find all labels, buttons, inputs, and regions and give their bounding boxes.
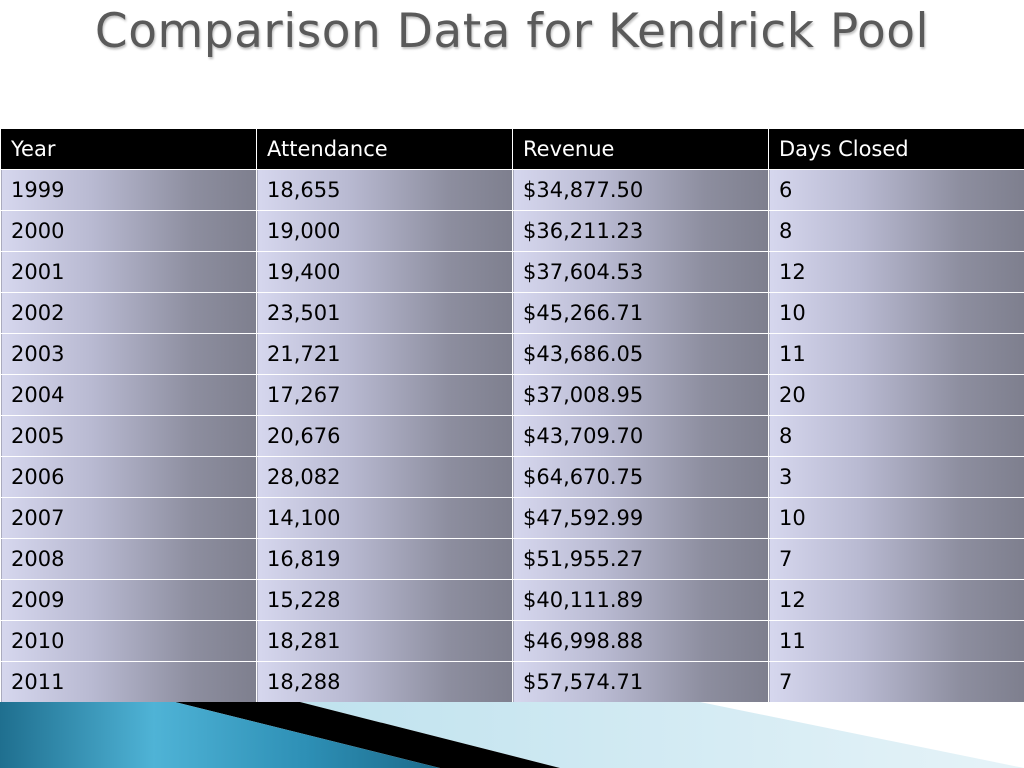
cell-attendance: 18,655 [256,169,513,211]
cell-year: 2008 [0,538,257,580]
table-row: 2007 14,100 $47,592.99 10 [0,497,1024,539]
cell-year: 2005 [0,415,257,457]
table-row: 2003 21,721 $43,686.05 11 [0,333,1024,375]
cell-attendance: 14,100 [256,497,513,539]
blue-stripe [0,702,440,768]
cell-attendance: 23,501 [256,292,513,334]
header-attendance: Attendance [256,128,513,170]
cell-days-closed: 3 [768,456,1024,498]
cell-attendance: 28,082 [256,456,513,498]
cell-revenue: $36,211.23 [512,210,769,252]
cell-revenue: $47,592.99 [512,497,769,539]
cell-revenue: $51,955.27 [512,538,769,580]
cell-year: 2002 [0,292,257,334]
table-row: 2005 20,676 $43,709.70 8 [0,415,1024,457]
table-row: 2010 18,281 $46,998.88 11 [0,620,1024,662]
light-blue-stripe [300,702,1024,768]
cell-attendance: 19,000 [256,210,513,252]
cell-attendance: 18,281 [256,620,513,662]
cell-revenue: $64,670.75 [512,456,769,498]
cell-days-closed: 12 [768,251,1024,293]
cell-year: 2003 [0,333,257,375]
header-year: Year [0,128,257,170]
table-row: 2011 18,288 $57,574.71 7 [0,661,1024,703]
header-revenue: Revenue [512,128,769,170]
cell-attendance: 17,267 [256,374,513,416]
cell-revenue: $40,111.89 [512,579,769,621]
table-row: 2000 19,000 $36,211.23 8 [0,210,1024,252]
cell-revenue: $57,574.71 [512,661,769,703]
cell-revenue: $46,998.88 [512,620,769,662]
cell-revenue: $37,008.95 [512,374,769,416]
cell-days-closed: 12 [768,579,1024,621]
cell-attendance: 18,288 [256,661,513,703]
cell-attendance: 15,228 [256,579,513,621]
table-row: 2009 15,228 $40,111.89 12 [0,579,1024,621]
table-row: 2001 19,400 $37,604.53 12 [0,251,1024,293]
cell-attendance: 20,676 [256,415,513,457]
cell-revenue: $34,877.50 [512,169,769,211]
cell-attendance: 21,721 [256,333,513,375]
cell-days-closed: 8 [768,210,1024,252]
table-row: 2008 16,819 $51,955.27 7 [0,538,1024,580]
cell-year: 2001 [0,251,257,293]
cell-days-closed: 11 [768,620,1024,662]
table-row: 2006 28,082 $64,670.75 3 [0,456,1024,498]
cell-year: 2006 [0,456,257,498]
cell-revenue: $37,604.53 [512,251,769,293]
cell-days-closed: 11 [768,333,1024,375]
cell-days-closed: 10 [768,497,1024,539]
cell-days-closed: 7 [768,661,1024,703]
cell-revenue: $43,686.05 [512,333,769,375]
cell-revenue: $43,709.70 [512,415,769,457]
cell-revenue: $45,266.71 [512,292,769,334]
cell-year: 2009 [0,579,257,621]
cell-year: 2007 [0,497,257,539]
table-row: 2002 23,501 $45,266.71 10 [0,292,1024,334]
table-header-row: Year Attendance Revenue Days Closed [0,128,1024,170]
cell-days-closed: 8 [768,415,1024,457]
cell-attendance: 16,819 [256,538,513,580]
table-row: 1999 18,655 $34,877.50 6 [0,169,1024,211]
cell-year: 2010 [0,620,257,662]
cell-attendance: 19,400 [256,251,513,293]
table-row: 2004 17,267 $37,008.95 20 [0,374,1024,416]
cell-year: 2004 [0,374,257,416]
cell-days-closed: 10 [768,292,1024,334]
table-body: 1999 18,655 $34,877.50 6 2000 19,000 $36,211.2… [0,169,1024,703]
black-stripe [175,702,560,768]
header-days-closed: Days Closed [768,128,1024,170]
comparison-table: Year Attendance Revenue Days Closed 1999… [0,128,1024,703]
cell-days-closed: 20 [768,374,1024,416]
slide-title: Comparison Data for Kendrick Pool [94,4,930,59]
slide-decoration [0,702,1024,768]
cell-days-closed: 7 [768,538,1024,580]
cell-year: 1999 [0,169,257,211]
cell-year: 2000 [0,210,257,252]
cell-days-closed: 6 [768,169,1024,211]
cell-year: 2011 [0,661,257,703]
